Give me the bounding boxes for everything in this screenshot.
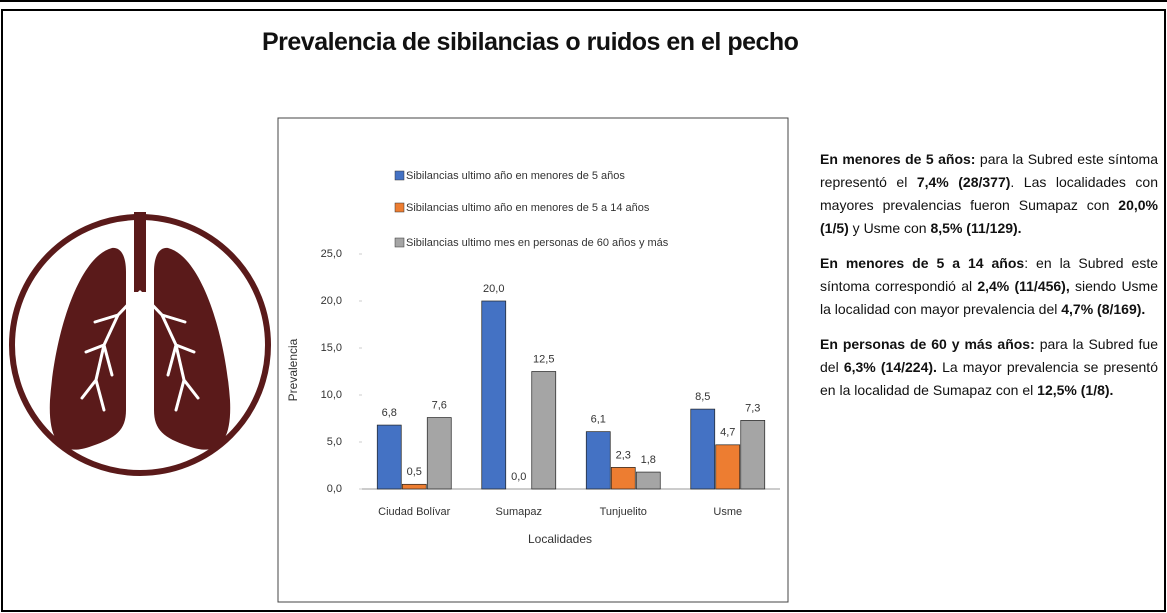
text: . Las localidades con mayores prevalenci… bbox=[820, 174, 1158, 213]
legend-label: Sibilancias ultimo mes en personas de 60… bbox=[406, 237, 669, 249]
data-label: 4,7 bbox=[720, 427, 735, 439]
data-label: 12,5 bbox=[533, 353, 554, 365]
data-label: 2,3 bbox=[616, 449, 631, 461]
y-tick-label: 10,0 bbox=[321, 389, 342, 401]
data-label: 7,6 bbox=[432, 399, 447, 411]
legend-label: Sibilancias ultimo año en menores de 5 a… bbox=[406, 170, 625, 182]
y-tick-label: 15,0 bbox=[321, 342, 342, 354]
bar bbox=[481, 300, 507, 490]
y-tick-label: 20,0 bbox=[321, 295, 342, 307]
legend-label: Sibilancias ultimo año en menores de 5 a… bbox=[406, 202, 650, 214]
paragraph: En personas de 60 y más años: para la Su… bbox=[820, 333, 1158, 402]
bar bbox=[376, 424, 402, 490]
bar bbox=[610, 467, 636, 490]
y-axis-title: Prevalencia bbox=[286, 338, 300, 401]
text: : en la Subred este síntoma correspondió… bbox=[820, 255, 1158, 294]
y-tick-label: 0,0 bbox=[327, 483, 342, 495]
bold-text: 12,5% (1/8). bbox=[1037, 382, 1114, 398]
bold-text: En menores de 5 a 14 años bbox=[820, 255, 1025, 271]
bold-text: En personas de 60 y más años: bbox=[820, 336, 1035, 352]
bar bbox=[401, 483, 427, 490]
text: para la Subred fue del bbox=[820, 336, 1158, 375]
x-tick-label: Tunjuelito bbox=[600, 506, 647, 518]
data-label: 8,5 bbox=[695, 391, 710, 403]
x-tick-label: Sumapaz bbox=[496, 506, 542, 518]
slide-title: Prevalencia de sibilancias o ruidos en e… bbox=[262, 28, 799, 56]
legend-swatch bbox=[394, 237, 405, 248]
data-label: 7,3 bbox=[745, 402, 760, 414]
data-label: 6,1 bbox=[591, 414, 606, 426]
chart-box bbox=[277, 117, 789, 603]
bar bbox=[690, 408, 716, 490]
text: siendo Usme la localidad con mayor preva… bbox=[820, 278, 1159, 317]
x-tick-label: Ciudad Bolívar bbox=[378, 506, 450, 518]
bold-text: 2,4% (11/456), bbox=[977, 278, 1070, 294]
bar bbox=[740, 420, 766, 490]
bold-text: 20,0% (1/5) bbox=[820, 197, 1158, 236]
legend-swatch bbox=[394, 170, 405, 181]
data-label: 0,0 bbox=[511, 471, 526, 483]
paragraph: En menores de 5 años: para la Subred est… bbox=[820, 148, 1158, 240]
bold-text: En menores de 5 años: bbox=[820, 151, 976, 167]
lungs-icon bbox=[9, 212, 271, 476]
data-label: 6,8 bbox=[382, 407, 397, 419]
text: y Usme con bbox=[848, 220, 931, 236]
bold-text: 7,4% (28/377) bbox=[916, 174, 1011, 190]
notes: En menores de 5 años: para la Subred est… bbox=[820, 148, 1158, 414]
bar bbox=[635, 471, 661, 490]
bar bbox=[715, 444, 741, 490]
text: para la Subred este síntoma representó e… bbox=[820, 151, 1158, 190]
data-label: 20,0 bbox=[483, 283, 504, 295]
bold-text: 4,7% (8/169). bbox=[1061, 301, 1146, 317]
bold-text: 8,5% (11/129). bbox=[930, 220, 1022, 236]
bar bbox=[531, 371, 557, 490]
paragraph: En menores de 5 a 14 años: en la Subred … bbox=[820, 252, 1158, 321]
bold-text: 6,3% (14/224). bbox=[843, 359, 937, 375]
y-tick-label: 5,0 bbox=[327, 436, 342, 448]
x-axis-title: Localidades bbox=[528, 532, 592, 546]
bar bbox=[426, 417, 452, 490]
bar bbox=[585, 431, 611, 490]
data-label: 0,5 bbox=[407, 466, 422, 478]
legend-swatch bbox=[394, 202, 405, 213]
text: La mayor prevalencia se presentó en la l… bbox=[820, 359, 1158, 398]
frame bbox=[1, 9, 1166, 612]
data-label: 1,8 bbox=[641, 454, 656, 466]
y-tick-label: 25,0 bbox=[321, 248, 342, 260]
x-tick-label: Usme bbox=[713, 506, 742, 518]
